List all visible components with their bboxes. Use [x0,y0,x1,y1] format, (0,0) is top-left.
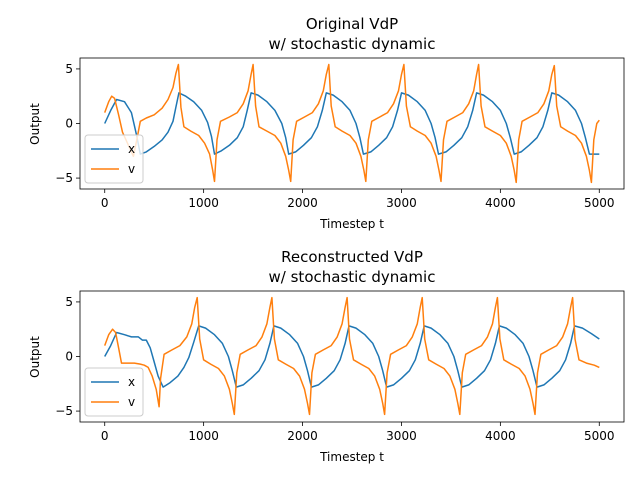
legend-label-v: v [128,395,135,409]
legend-box [84,134,144,184]
chart-title-line-2: w/ stochastic dynamic [269,35,436,53]
chart-title-line-1: Original VdP [306,15,398,33]
chart-reconstructed: Reconstructed VdP w/ stochastic dynamic … [28,248,625,464]
x-tick-label: 5000 [584,429,615,443]
y-tick-label: 5 [65,295,73,309]
legend-label-x: x [128,142,135,156]
plot-area: 0 1000 2000 3000 4000 5000 −5 0 5 xv [55,57,625,210]
x-tick-label: 3000 [386,196,417,210]
y-tick-label: −5 [55,171,73,185]
x-tick-label: 4000 [485,429,516,443]
legend: xv [84,367,144,417]
chart-title-line-1: Reconstructed VdP [281,248,423,266]
x-tick-label: 0 [101,429,109,443]
series-line-v [103,63,600,184]
chart-original: Original VdP w/ stochastic dynamic 0 1000… [28,15,625,231]
legend-label-v: v [128,162,135,176]
x-tick-label: 5000 [584,196,615,210]
y-axis-label: Output [28,103,42,145]
y-tick-label: −5 [55,404,73,418]
legend-label-x: x [128,375,135,389]
x-tick-label: 1000 [188,196,219,210]
legend-box [84,367,144,417]
y-tick-label: 5 [65,62,73,76]
chart-title-line-2: w/ stochastic dynamic [269,268,436,286]
x-tick-label: 4000 [485,196,516,210]
axes-frame [79,57,625,190]
x-axis-label: Timestep t [319,450,384,464]
legend: xv [84,134,144,184]
x-tick-label: 2000 [287,429,318,443]
x-tick-label: 0 [101,196,109,210]
x-tick-label: 1000 [188,429,219,443]
series-line-x [104,325,600,388]
y-axis-label: Output [28,336,42,378]
y-tick-label: 0 [65,350,73,364]
series-line-v [103,296,600,416]
x-tick-label: 2000 [287,196,318,210]
x-axis-label: Timestep t [319,217,384,231]
axes-frame [79,290,625,423]
plot-area: 0 1000 2000 3000 4000 5000 −5 0 5 xv [55,290,625,443]
x-tick-label: 3000 [386,429,417,443]
series-line-x [104,92,600,155]
y-tick-label: 0 [65,117,73,131]
